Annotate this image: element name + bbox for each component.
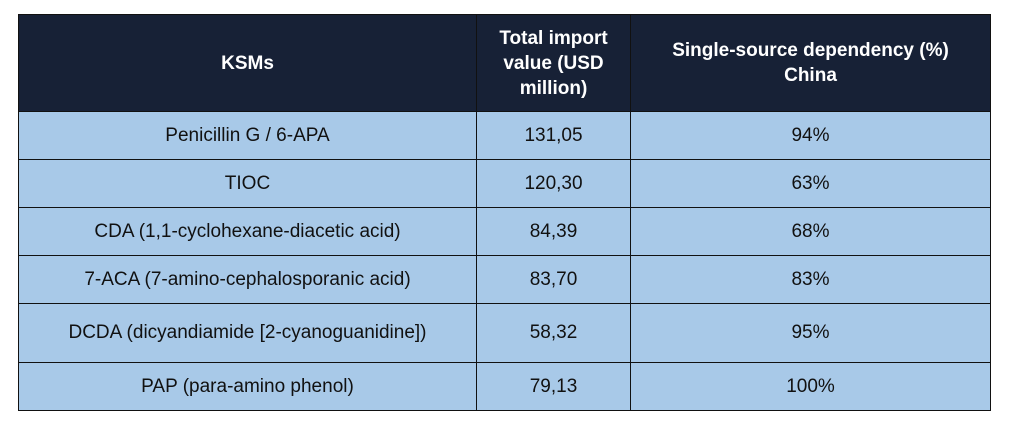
dependency-cell: 83% <box>630 255 991 304</box>
ksm-name-cell: Penicillin G / 6-APA <box>18 111 477 160</box>
dependency-cell: 100% <box>630 362 991 411</box>
import-value-cell: 83,70 <box>476 255 631 304</box>
ksm-name-cell: CDA (1,1-cyclohexane-diacetic acid) <box>18 207 477 256</box>
ksm-name-cell: PAP (para-amino phenol) <box>18 362 477 411</box>
ksm-name-cell: TIOC <box>18 159 477 208</box>
dependency-cell: 68% <box>630 207 991 256</box>
import-value-cell: 79,13 <box>476 362 631 411</box>
dependency-cell: 95% <box>630 303 991 363</box>
import-value-cell: 58,32 <box>476 303 631 363</box>
table-row: TIOC 120,30 63% <box>18 159 991 208</box>
table-row: Penicillin G / 6-APA 131,05 94% <box>18 111 991 160</box>
ksm-name-cell: 7-ACA (7-amino-cephalosporanic acid) <box>18 255 477 304</box>
dependency-cell: 63% <box>630 159 991 208</box>
table-row: DCDA (dicyandiamide [2-cyanoguanidine]) … <box>18 303 991 363</box>
table-row: 7-ACA (7-amino-cephalosporanic acid) 83,… <box>18 255 991 304</box>
table-row: CDA (1,1-cyclohexane-diacetic acid) 84,3… <box>18 207 991 256</box>
column-header-ksms: KSMs <box>18 14 477 112</box>
ksm-name-cell: DCDA (dicyandiamide [2-cyanoguanidine]) <box>18 303 477 363</box>
import-value-cell: 120,30 <box>476 159 631 208</box>
table-header-row: KSMs Total import value (USD million) Si… <box>18 14 991 112</box>
dependency-cell: 94% <box>630 111 991 160</box>
import-value-cell: 84,39 <box>476 207 631 256</box>
table-row: PAP (para-amino phenol) 79,13 100% <box>18 362 991 411</box>
ksm-import-table: KSMs Total import value (USD million) Si… <box>18 14 991 411</box>
column-header-china-dependency: Single-source dependency (%) China <box>630 14 991 112</box>
column-header-total-import-value: Total import value (USD million) <box>476 14 631 112</box>
import-value-cell: 131,05 <box>476 111 631 160</box>
